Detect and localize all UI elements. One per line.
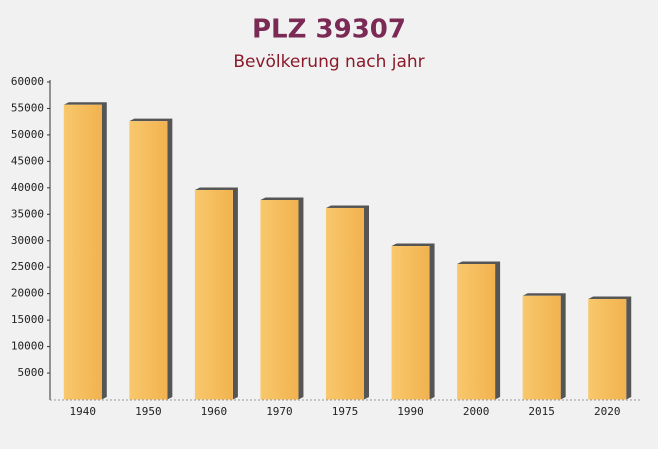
x-tick-label: 1975 (332, 405, 359, 418)
x-tick-label: 1960 (201, 405, 228, 418)
chart-subtitle: Bevölkerung nach jahr (233, 52, 424, 72)
bar (522, 295, 561, 400)
bar-shade (457, 261, 501, 400)
bar-shade (326, 205, 369, 400)
y-tick-label: 5000 (18, 366, 45, 379)
y-tick-label: 25000 (11, 260, 44, 273)
bar (194, 189, 233, 400)
x-tick-label: 1990 (397, 405, 424, 418)
x-tick-label: 1950 (135, 405, 162, 418)
y-tick-label: 40000 (11, 181, 44, 194)
bar-shade (391, 243, 435, 400)
y-tick-label: 35000 (11, 207, 44, 220)
bar-shade (129, 118, 173, 400)
bar-shade (63, 102, 107, 400)
bar (326, 207, 364, 400)
bar-shade (588, 296, 632, 400)
chart-title: PLZ 39307 (252, 15, 406, 45)
y-tick-label: 60000 (11, 75, 44, 88)
x-tick-label: 2020 (594, 405, 621, 418)
y-tick-label: 55000 (11, 101, 44, 114)
bar (129, 121, 168, 400)
bar (260, 200, 299, 400)
x-tick-label: 2015 (528, 405, 555, 418)
x-tick-label: 1970 (266, 405, 293, 418)
bar (457, 264, 496, 400)
bar-shade (260, 197, 304, 400)
bar (391, 246, 430, 400)
bar-shade (194, 187, 238, 400)
x-tick-label: 1940 (70, 405, 97, 418)
y-tick-label: 50000 (11, 128, 44, 141)
y-tick-label: 15000 (11, 313, 44, 326)
bar-shade (522, 293, 566, 400)
y-tick-label: 45000 (11, 154, 44, 167)
y-tick-label: 30000 (11, 234, 44, 247)
bar (588, 298, 627, 400)
y-tick-label: 10000 (11, 340, 44, 353)
bar (63, 104, 102, 400)
y-tick-label: 20000 (11, 287, 44, 300)
x-tick-label: 2000 (463, 405, 490, 418)
